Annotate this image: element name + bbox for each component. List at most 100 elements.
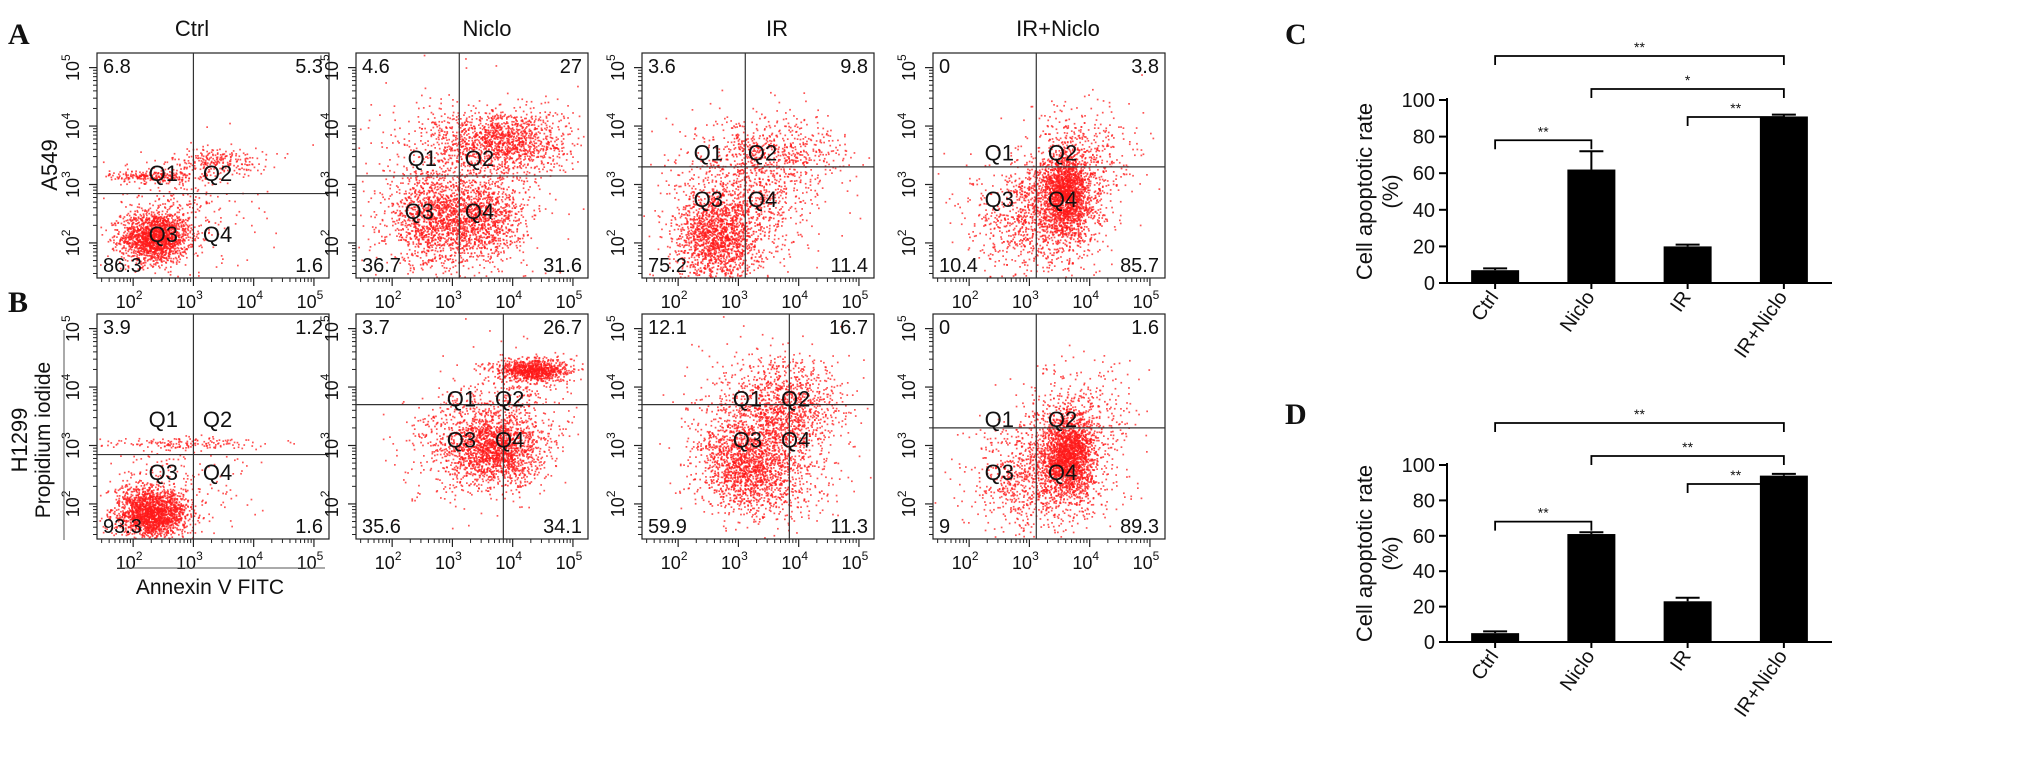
scatter-point — [172, 261, 175, 264]
scatter-point — [449, 255, 452, 257]
scatter-point — [473, 232, 476, 235]
scatter-point — [398, 229, 400, 231]
scatter-point — [170, 175, 173, 178]
scatter-point — [237, 165, 239, 167]
scatter-point — [171, 242, 174, 245]
scatter-point — [132, 177, 134, 179]
scatter-point — [179, 240, 181, 243]
scatter-point — [154, 172, 157, 175]
scatter-point — [123, 247, 125, 249]
scatter-point — [157, 255, 160, 257]
scatter-point — [401, 215, 404, 217]
scatter-point — [436, 186, 439, 188]
scatter-point — [254, 231, 256, 234]
scatter-point — [426, 225, 429, 228]
scatter-point — [177, 239, 179, 242]
scatter-point — [128, 237, 130, 240]
scatter-point — [155, 223, 158, 226]
scatter-point — [205, 161, 207, 164]
scatter-point — [438, 235, 441, 238]
scatter-point — [127, 221, 129, 224]
scatter-point — [161, 225, 164, 227]
scatter-point — [107, 255, 109, 258]
scatter-point — [142, 231, 144, 234]
scatter-point — [220, 167, 223, 170]
scatter-point — [174, 245, 177, 247]
scatter-point — [155, 177, 158, 180]
scatter-point — [216, 158, 218, 161]
scatter-point — [460, 261, 462, 264]
scatter-point — [149, 221, 152, 224]
scatter-point — [160, 222, 163, 224]
scatter-point — [194, 160, 196, 163]
scatter-point — [170, 176, 173, 179]
scatter-point — [162, 195, 165, 197]
scatter-point — [436, 241, 439, 244]
scatter-point — [182, 231, 185, 233]
scatter-point — [140, 226, 142, 228]
scatter-point — [451, 105, 454, 107]
scatter-point — [504, 220, 506, 223]
scatter-point — [142, 223, 145, 226]
scatter-point — [451, 177, 454, 179]
scatter-point — [388, 197, 390, 200]
scatter-point — [213, 210, 216, 213]
scatter-point — [452, 261, 454, 263]
scatter-point — [556, 98, 559, 101]
scatter-point — [165, 236, 167, 238]
scatter-point — [168, 233, 171, 236]
scatter-point — [225, 193, 228, 195]
scatter-point — [170, 229, 173, 232]
scatter-point — [200, 244, 202, 247]
scatter-point — [273, 166, 276, 169]
scatter-point — [509, 257, 512, 259]
scatter-point — [424, 261, 427, 264]
scatter-point — [470, 238, 473, 241]
scatter-point — [152, 223, 154, 226]
scatter-point — [222, 161, 225, 164]
scatter-point — [175, 227, 178, 230]
scatter-point — [196, 148, 198, 151]
scatter-point — [155, 240, 158, 243]
scatter-point — [439, 183, 442, 186]
scatter-point — [243, 168, 245, 171]
scatter-point — [499, 237, 501, 240]
scatter-point — [178, 176, 181, 179]
scatter-point — [184, 251, 186, 254]
scatter-point — [178, 218, 180, 220]
scatter-point — [412, 241, 415, 243]
scatter-point — [157, 237, 159, 240]
scatter-point — [169, 174, 171, 176]
scatter-point — [174, 226, 177, 229]
scatter-point — [140, 182, 143, 184]
scatter-point — [162, 231, 164, 234]
scatter-point — [483, 267, 486, 269]
scatter-point — [172, 235, 174, 238]
scatter-point — [164, 206, 166, 208]
scatter-point — [172, 156, 174, 159]
quadrant-q1-percent: 6.8 — [103, 56, 131, 78]
scatter-point — [151, 235, 154, 238]
scatter-point — [168, 240, 170, 242]
scatter-point — [430, 234, 433, 236]
scatter-point — [410, 254, 413, 256]
scatter-point — [386, 225, 388, 228]
scatter-point — [420, 185, 422, 187]
scatter-point — [154, 253, 156, 255]
scatter-point — [255, 147, 257, 150]
scatter-point — [519, 222, 522, 224]
scatter-point — [480, 236, 482, 238]
scatter-point — [168, 226, 171, 228]
scatter-point — [113, 172, 115, 174]
scatter-point — [205, 191, 208, 194]
scatter-point — [487, 253, 490, 255]
scatter-point — [155, 252, 157, 254]
scatter-point — [442, 237, 445, 239]
scatter-point — [361, 259, 363, 262]
scatter-point — [219, 154, 222, 156]
y-tick-label: 104 — [59, 112, 83, 139]
scatter-point — [144, 209, 147, 211]
scatter-point — [153, 228, 156, 231]
scatter-point — [174, 234, 177, 236]
scatter-point — [134, 230, 137, 232]
